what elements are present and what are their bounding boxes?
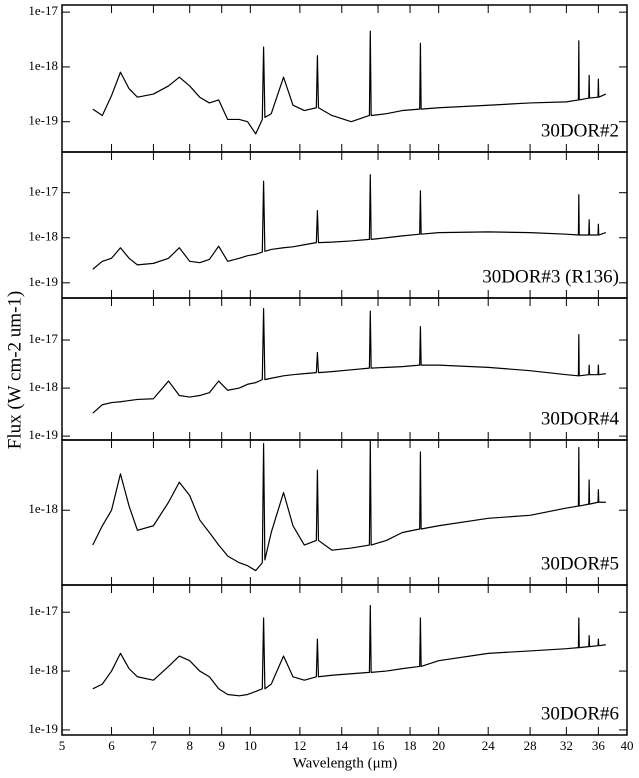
x-tick-label: 7 — [150, 738, 157, 753]
y-tick-label: 1e-18 — [28, 379, 58, 394]
spectrum-line — [92, 30, 607, 135]
y-tick-label: 1e-18 — [28, 501, 58, 516]
x-tick-label: 24 — [482, 738, 496, 753]
spectrum-line — [92, 308, 606, 414]
x-tick-label: 10 — [244, 738, 257, 753]
panel-label: 30DOR#6 — [541, 703, 619, 724]
y-tick-label: 1e-18 — [28, 662, 58, 677]
x-tick-label: 28 — [524, 738, 537, 753]
y-tick-label: 1e-19 — [28, 113, 58, 128]
spectrum-line — [92, 440, 606, 572]
y-tick-label: 1e-17 — [28, 603, 58, 618]
x-tick-label: 36 — [592, 738, 606, 753]
panel-frame — [61, 584, 628, 736]
x-tick-label: 12 — [293, 738, 306, 753]
x-tick-label: 32 — [560, 738, 573, 753]
y-tick-label: 1e-19 — [28, 274, 58, 289]
x-tick-label: 40 — [621, 738, 634, 753]
panel-label: 30DOR#4 — [541, 408, 620, 429]
y-tick-label: 1e-19 — [28, 427, 58, 442]
x-axis-label: Wavelength (μm) — [293, 755, 398, 771]
y-tick-label: 1e-17 — [28, 3, 58, 18]
spectrum-line — [92, 174, 607, 270]
panel-label: 30DOR#2 — [541, 120, 619, 141]
x-tick-label: 5 — [59, 738, 66, 753]
y-axis-label: Flux (W cm-2 um-1) — [4, 291, 25, 450]
x-tick-label: 8 — [186, 738, 193, 753]
y-tick-label: 1e-19 — [28, 721, 58, 736]
y-tick-label: 1e-18 — [28, 58, 58, 73]
x-tick-label: 16 — [372, 738, 386, 753]
panel-label: 30DOR#3 (R136) — [482, 266, 619, 287]
y-tick-label: 1e-17 — [28, 331, 58, 346]
spectrum-line — [92, 604, 606, 697]
x-tick-label: 20 — [432, 738, 445, 753]
x-tick-label: 18 — [404, 738, 417, 753]
x-tick-label: 9 — [218, 738, 225, 753]
y-tick-label: 1e-18 — [28, 229, 58, 244]
x-tick-label: 6 — [108, 738, 115, 753]
x-tick-label: 14 — [335, 738, 349, 753]
y-tick-label: 1e-17 — [28, 184, 58, 199]
panel-label: 30DOR#5 — [541, 553, 619, 574]
